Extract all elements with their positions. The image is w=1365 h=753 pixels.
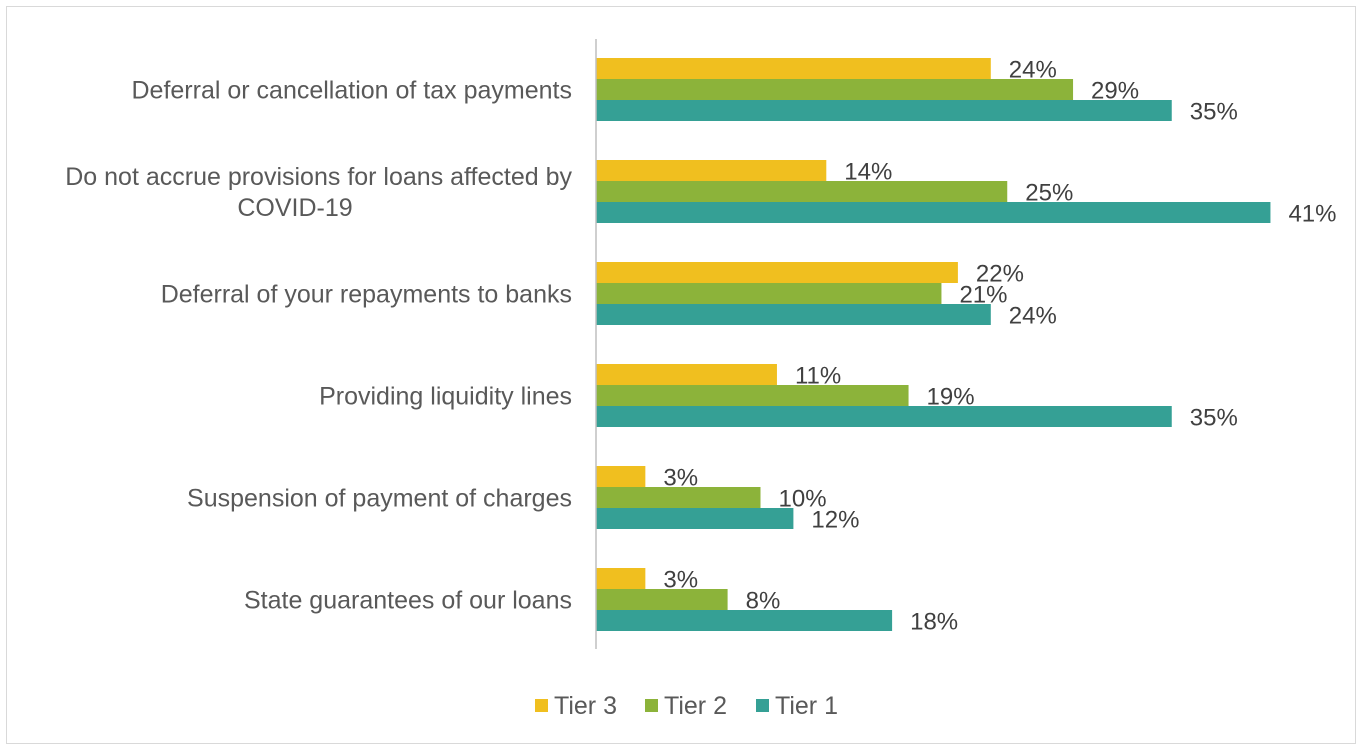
bar-tier-3-0 <box>596 58 991 79</box>
bar-tier-3-1 <box>596 160 827 181</box>
category-label: State guarantees of our loans <box>244 587 572 615</box>
data-label: 35% <box>1190 405 1238 432</box>
legend-label: Tier 1 <box>775 692 838 720</box>
data-label: 10% <box>779 486 827 513</box>
data-label: 22% <box>976 261 1024 288</box>
bar-tier-1-3 <box>596 406 1172 427</box>
bar-tier-3-4 <box>596 466 646 487</box>
data-label: 11% <box>795 363 841 390</box>
legend-swatch-tier-3 <box>535 699 548 712</box>
data-label: 3% <box>663 567 698 594</box>
bar-tier-2-2 <box>596 283 942 304</box>
bars-layer <box>596 58 1271 631</box>
data-label: 3% <box>663 465 698 492</box>
data-label: 8% <box>746 588 781 615</box>
bar-tier-2-1 <box>596 181 1008 202</box>
category-label: Deferral of your repayments to banks <box>161 281 572 309</box>
data-label: 41% <box>1288 201 1336 228</box>
bar-tier-2-3 <box>596 385 909 406</box>
chart-frame: 24% 29% 35% 14% 25% 41% 22% 21% 24% 11% 19% 35% 3% 10… <box>6 6 1356 744</box>
bar-tier-1-5 <box>596 610 893 631</box>
category-label: Providing liquidity lines <box>319 383 572 411</box>
legend-label: Tier 2 <box>664 692 727 720</box>
bar-tier-1-0 <box>596 100 1172 121</box>
data-label: 24% <box>1009 303 1057 330</box>
legend-swatch-tier-1 <box>756 699 769 712</box>
data-label: 25% <box>1025 180 1073 207</box>
data-label: 29% <box>1091 78 1139 105</box>
bar-tier-2-5 <box>596 589 728 610</box>
data-label: 19% <box>927 384 975 411</box>
data-label: 12% <box>811 507 859 534</box>
bar-tier-2-4 <box>596 487 761 508</box>
data-label: 14% <box>844 159 892 186</box>
bar-tier-3-2 <box>596 262 958 283</box>
data-label: 21% <box>959 282 1007 309</box>
bar-tier-3-5 <box>596 568 646 589</box>
bar-tier-2-0 <box>596 79 1074 100</box>
legend-label: Tier 3 <box>554 692 617 720</box>
category-label: COVID-19 <box>237 194 352 222</box>
category-label: Deferral or cancellation of tax payments <box>132 77 573 105</box>
bar-tier-1-4 <box>596 508 794 529</box>
category-labels-layer: Deferral or cancellation of tax payments… <box>65 77 572 615</box>
category-label: Do not accrue provisions for loans affec… <box>65 163 572 191</box>
category-label: Suspension of payment of charges <box>187 485 572 513</box>
bar-tier-1-2 <box>596 304 991 325</box>
legend-swatch-tier-2 <box>645 699 658 712</box>
data-label: 24% <box>1009 57 1057 84</box>
bar-tier-1-1 <box>596 202 1271 223</box>
bar-chart: 24%29%35%14%25%41%22%21%24%11%19%35%3%10… <box>65 39 1336 720</box>
bar-tier-3-3 <box>596 364 777 385</box>
data-label: 35% <box>1190 99 1238 126</box>
legend: Tier 3 Tier 2 Tier 1 <box>535 692 838 720</box>
data-labels-layer: 24%29%35%14%25%41%22%21%24%11%19%35%3%10… <box>663 57 1336 636</box>
data-label: 18% <box>910 609 958 636</box>
